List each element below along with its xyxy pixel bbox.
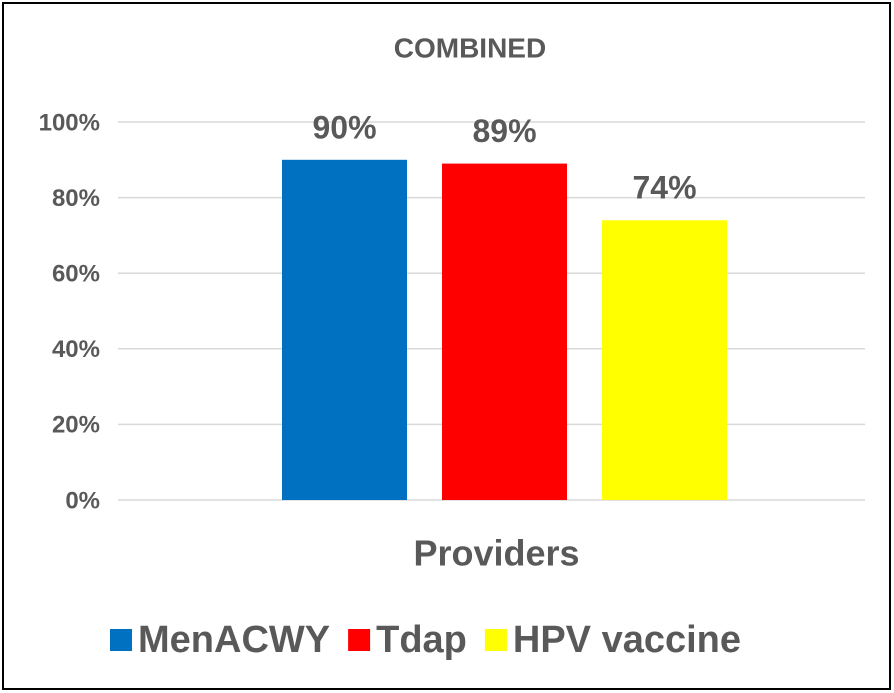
data-label: 90% bbox=[312, 109, 376, 145]
data-label: 89% bbox=[472, 113, 536, 149]
legend-label: HPV vaccine bbox=[513, 619, 741, 661]
bar bbox=[602, 220, 727, 500]
chart-title: COMBINED bbox=[394, 32, 546, 63]
y-tick-label: 60% bbox=[52, 261, 100, 288]
legend-label: Tdap bbox=[376, 619, 467, 661]
data-label: 74% bbox=[632, 170, 696, 206]
x-tick-label: Providers bbox=[413, 533, 579, 574]
y-tick-label: 40% bbox=[52, 336, 100, 363]
legend-swatch bbox=[348, 629, 371, 651]
y-tick-label: 80% bbox=[52, 185, 100, 212]
y-tick-label: 0% bbox=[65, 487, 100, 514]
legend-label: MenACWY bbox=[138, 619, 330, 661]
legend-swatch bbox=[110, 629, 132, 651]
legend-swatch bbox=[484, 629, 507, 651]
y-tick-label: 100% bbox=[39, 109, 100, 136]
y-tick-label: 20% bbox=[52, 412, 100, 439]
bar bbox=[442, 163, 567, 500]
bar bbox=[282, 159, 407, 501]
